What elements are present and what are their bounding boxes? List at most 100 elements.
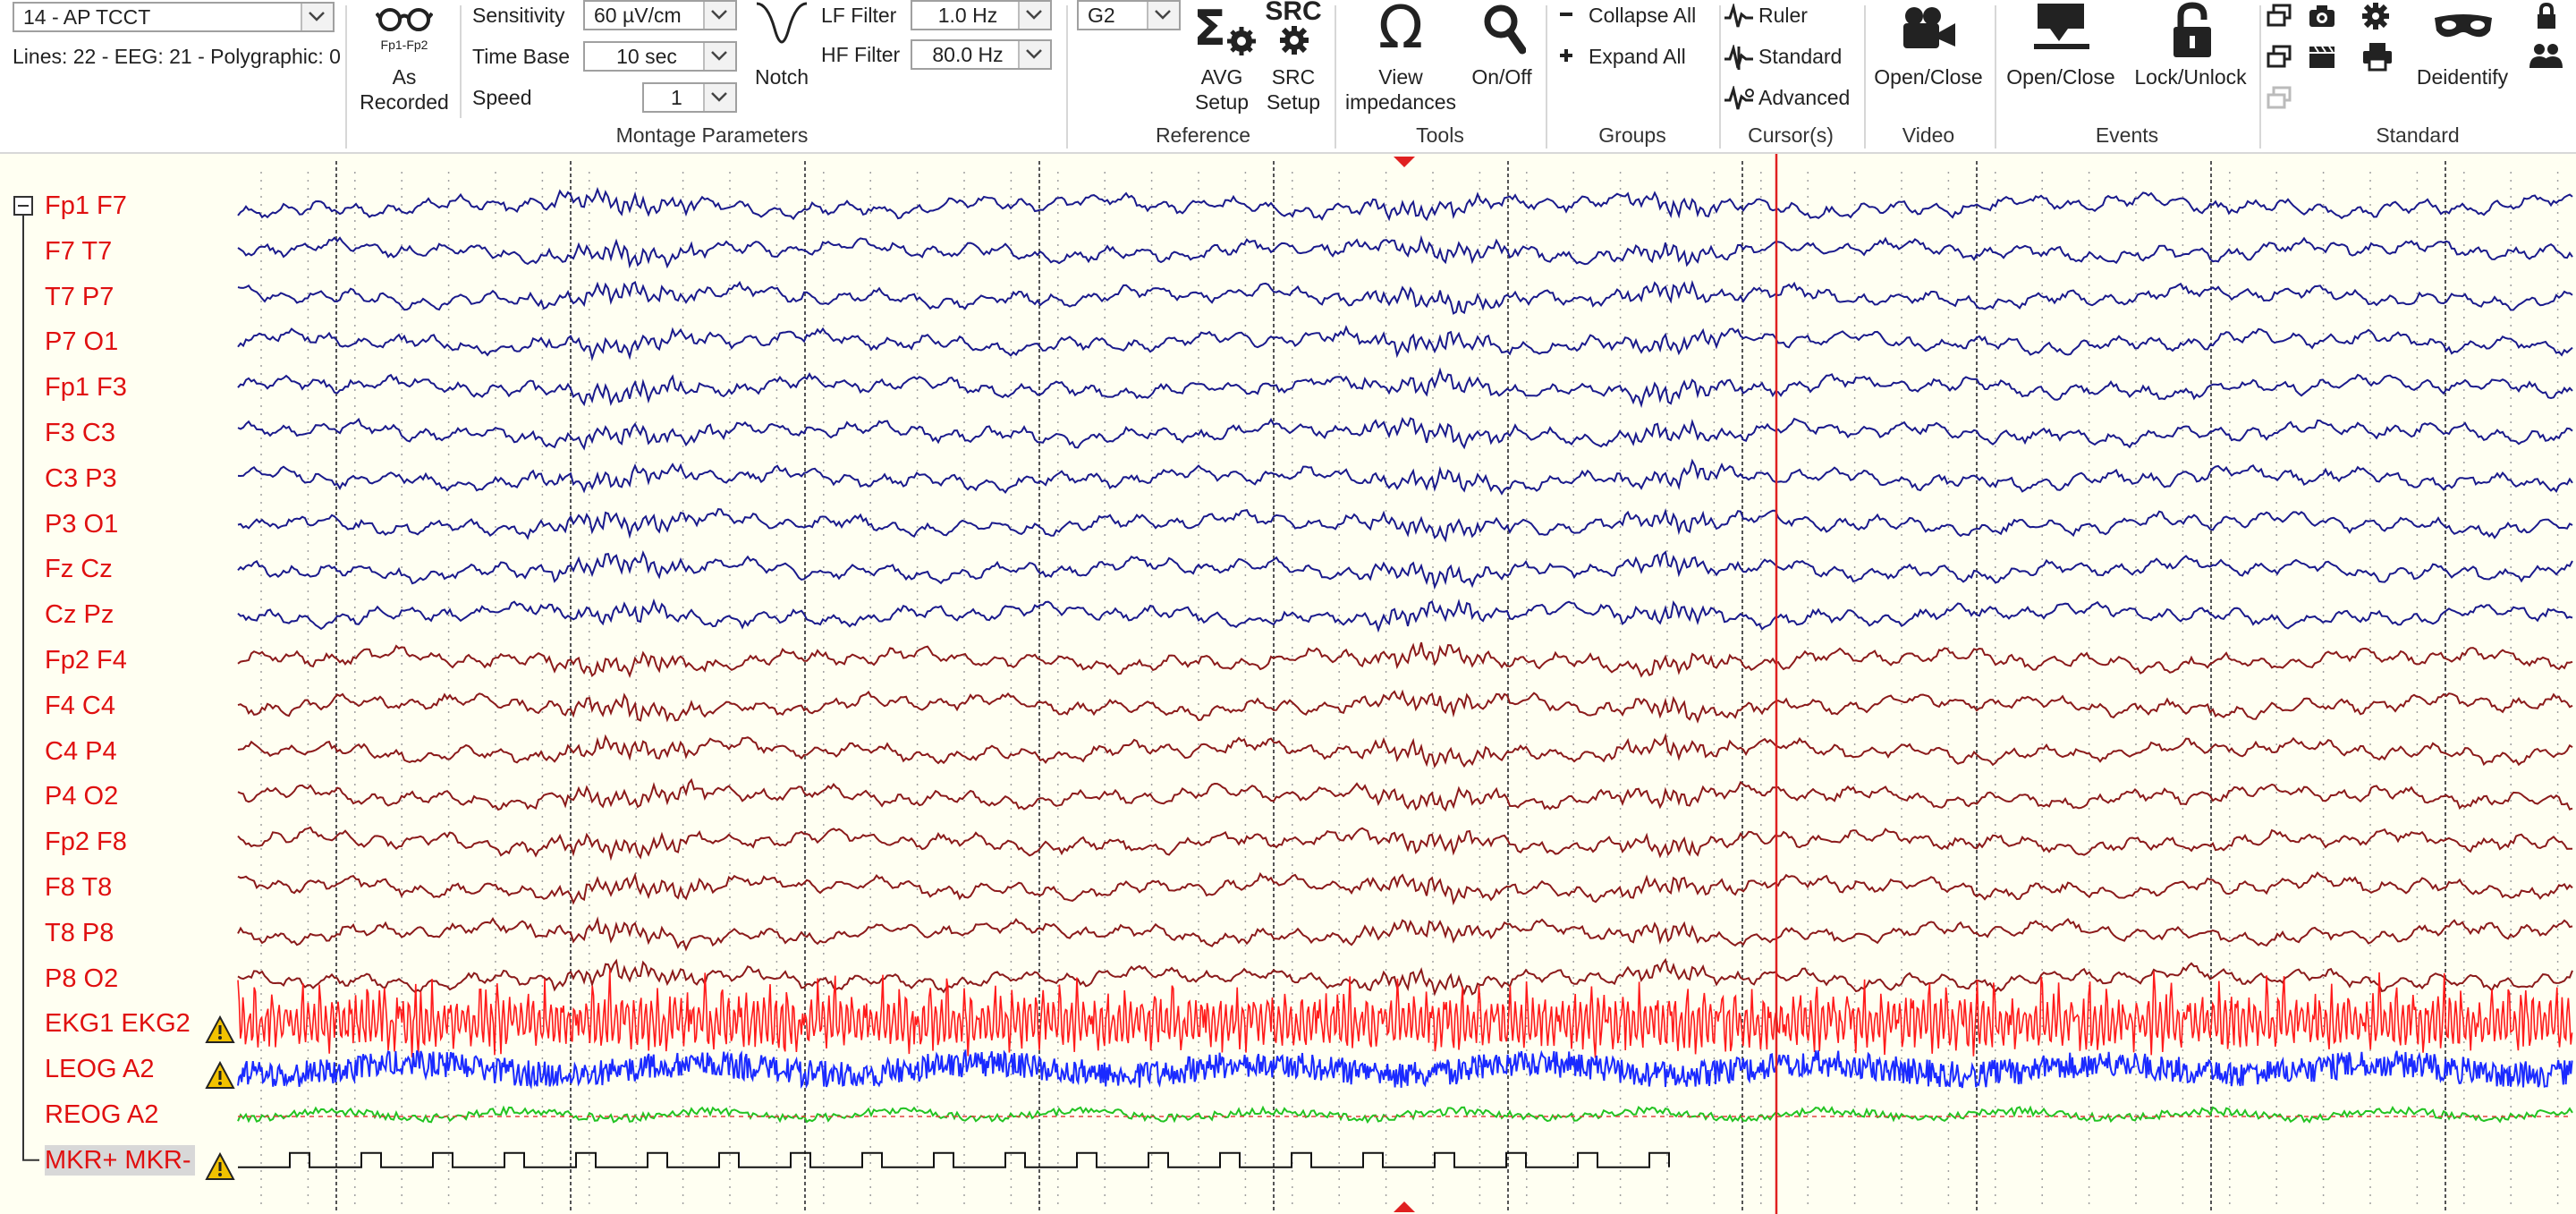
channel-label[interactable]: EKG1 EKG2 [45, 1009, 191, 1039]
channel-label[interactable]: F8 T8 [45, 873, 113, 902]
channel-label[interactable]: Fp2 F4 [45, 646, 127, 675]
onoff-label: On/Off [1471, 65, 1532, 89]
eeg-traces[interactable] [0, 154, 2576, 1214]
magnifier-icon [1484, 4, 1526, 55]
reference-group-label: Reference [1155, 123, 1251, 147]
cursor-ruler-button[interactable]: Ruler [1723, 2, 1857, 32]
view-impedances-button[interactable]: Ω View impedances [1338, 0, 1463, 116]
channel-trace [237, 641, 2573, 678]
separator [1864, 5, 1866, 149]
channel-trace [237, 550, 2573, 590]
montage-info: Lines: 22 - EEG: 21 - Polygraphic: 0 [13, 45, 341, 68]
reference-select[interactable]: G2 [1077, 0, 1181, 30]
channel-label[interactable]: Cz Pz [45, 600, 114, 630]
channel-trace [237, 689, 2573, 724]
expand-all-button[interactable]: Expand All [1556, 43, 1708, 73]
video-open-close-button[interactable]: Open/Close [1868, 0, 1989, 98]
channel-label[interactable]: C3 P3 [45, 463, 117, 493]
as-recorded-label-2: Recorded [360, 90, 449, 114]
hf-filter-select[interactable]: 80.0 Hz [911, 39, 1052, 70]
channel-label[interactable]: Fp1 F7 [45, 191, 127, 220]
channel-label[interactable]: T8 P8 [45, 918, 114, 947]
channel-label[interactable]: P8 O2 [45, 964, 119, 993]
chevron-down-icon[interactable] [1147, 2, 1179, 29]
channel-label[interactable]: C4 P4 [45, 736, 117, 766]
events-open-close-label: Open/Close [2006, 65, 2115, 89]
channel-label[interactable]: Fp1 F3 [45, 373, 127, 403]
settings-gear-icon[interactable] [2361, 2, 2390, 30]
chevron-down-icon[interactable] [1018, 41, 1050, 68]
separator [2259, 5, 2261, 149]
channel-trace [237, 777, 2573, 812]
cursor-advanced-label: Advanced [1758, 86, 1851, 109]
camera-icon[interactable] [2308, 4, 2336, 29]
channel-label[interactable]: F4 C4 [45, 691, 115, 720]
svg-text:Σ: Σ [1193, 0, 1226, 56]
clapperboard-icon[interactable] [2308, 43, 2336, 70]
avg-setup-button[interactable]: Σ AVG Setup [1186, 0, 1258, 116]
as-recorded-button[interactable]: Fp1-Fp2 As Recorded [354, 0, 454, 116]
channel-trace [237, 186, 2573, 222]
cursor-ruler-label: Ruler [1758, 4, 1808, 27]
advanced-cursor-icon [1724, 86, 1754, 110]
chevron-down-icon[interactable] [703, 84, 735, 111]
eeg-trace-area[interactable]: Fp1 F7 F7 T7 T7 P7 P7 O1 Fp1 F3 F3 C3 C3 P3 P3 … [0, 154, 2576, 1214]
channel-label[interactable]: P7 O1 [45, 327, 119, 357]
channel-label[interactable]: Fz Cz [45, 555, 113, 584]
notch-button[interactable]: Notch [746, 0, 818, 98]
tree-line [22, 215, 39, 1161]
channel-label[interactable]: F7 T7 [45, 236, 113, 266]
event-marker-icon [2034, 4, 2089, 49]
page-marker-bottom-icon[interactable] [1394, 1201, 1415, 1212]
page-marker-top-icon[interactable] [1394, 157, 1415, 167]
events-lock-unlock-button[interactable]: Lock/Unlock [2125, 0, 2256, 98]
users-icon[interactable] [2528, 41, 2563, 72]
chevron-down-icon[interactable] [703, 43, 735, 70]
separator [1719, 5, 1721, 149]
hf-filter-label: HF Filter [821, 43, 901, 66]
lock-small-icon[interactable] [2535, 2, 2558, 30]
timebase-select[interactable]: 10 sec [583, 41, 737, 72]
sensitivity-select[interactable]: 60 µV/cm [583, 0, 737, 30]
deidentify-button[interactable]: Deidentify [2404, 0, 2521, 98]
speed-select[interactable]: 1 [642, 82, 737, 113]
disabled-windows-icon [2267, 86, 2292, 109]
ruler-icon [1724, 4, 1753, 28]
channel-label[interactable]: Fp2 F8 [45, 828, 127, 857]
mask-icon [2435, 14, 2492, 38]
gear-icon [1280, 26, 1309, 55]
channel-label[interactable]: T7 P7 [45, 282, 114, 311]
sensitivity-value: 60 µV/cm [594, 4, 682, 27]
channel-label[interactable]: P3 O1 [45, 509, 119, 539]
view-impedances-label-1: View [1378, 65, 1423, 89]
channel-trace [237, 826, 2573, 862]
warning-icon[interactable] [205, 1151, 235, 1182]
as-recorded-label-1: As [392, 65, 417, 89]
channel-trace [237, 458, 2573, 496]
src-setup-button[interactable]: SRC SRC Setup [1259, 0, 1327, 116]
channel-label[interactable]: P4 O2 [45, 782, 119, 811]
chevron-down-icon[interactable] [301, 4, 333, 30]
separator [345, 5, 347, 149]
events-open-close-button[interactable]: Open/Close [1998, 0, 2123, 98]
channel-label[interactable]: F3 C3 [45, 419, 115, 447]
channel-label[interactable]: MKR+ MKR- [45, 1144, 195, 1176]
cursor-standard-button[interactable]: Standard [1723, 43, 1857, 73]
lf-filter-select[interactable]: 1.0 Hz [911, 0, 1052, 30]
onoff-button[interactable]: On/Off [1462, 0, 1542, 98]
warning-icon[interactable] [205, 1060, 235, 1091]
montage-select[interactable]: 14 - AP TCCT [13, 2, 335, 32]
chevron-down-icon[interactable] [1018, 2, 1050, 29]
printer-icon[interactable] [2361, 41, 2394, 72]
chevron-down-icon[interactable] [703, 2, 735, 29]
channel-label[interactable]: REOG A2 [45, 1100, 159, 1129]
separator [1335, 5, 1336, 149]
channel-trace [237, 507, 2573, 543]
channel-trace [237, 1105, 2573, 1125]
cursor-advanced-button[interactable]: Advanced [1723, 84, 1857, 115]
window-icon[interactable] [2267, 4, 2293, 29]
warning-icon[interactable] [205, 1014, 235, 1045]
windows-icon[interactable] [2267, 45, 2293, 70]
channel-label[interactable]: LEOG A2 [45, 1055, 155, 1084]
collapse-all-button[interactable]: Collapse All [1556, 2, 1708, 32]
